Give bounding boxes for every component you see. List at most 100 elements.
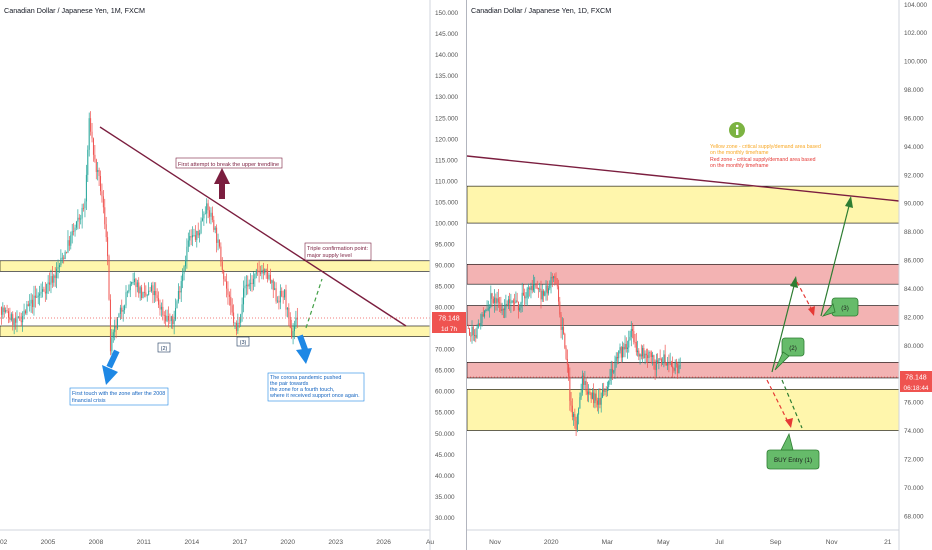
candle-body xyxy=(104,207,106,225)
left-x-axis[interactable]: 2002 2005 2008 2011 2014 2017 2020 2023 2026 Au xyxy=(0,539,434,546)
corona-text-1: The corona pandemic pushed xyxy=(270,375,341,381)
candle-body xyxy=(218,239,220,247)
triple-confirmation-annotation[interactable]: Triple confirmation point: major supply … xyxy=(304,242,372,261)
candle-body xyxy=(585,381,587,392)
candle-body xyxy=(638,350,640,357)
candle-body xyxy=(510,302,512,304)
right-y-axis[interactable]: 104.000 102.000 100.000 98.000 96.000 94.000 9… xyxy=(904,2,928,521)
candle-body xyxy=(166,315,168,322)
candle-body xyxy=(148,290,150,295)
candle-body xyxy=(633,330,635,342)
y-tick-label: 72.000 xyxy=(904,456,924,463)
candle-body xyxy=(204,213,206,215)
y-tick-label: 95.000 xyxy=(435,241,455,248)
candle-body xyxy=(41,289,43,292)
candle-body xyxy=(580,392,582,398)
candle-body xyxy=(119,307,121,314)
corona-annotation[interactable]: The corona pandemic pushed the pair towa… xyxy=(267,372,365,402)
candle-body xyxy=(2,307,4,315)
right-x-axis[interactable]: Nov 2020 Mar May Jul Sep Nov 21 xyxy=(489,539,892,546)
buy-entry-callout[interactable]: BUY Entry (1) xyxy=(766,432,820,470)
candle-body xyxy=(175,308,177,320)
candle-body xyxy=(39,293,41,296)
left-y-axis[interactable]: 150.000 145.000 140.000 135.000 130.000 125.0… xyxy=(435,10,459,522)
callout-three[interactable]: (3) xyxy=(821,297,859,317)
daily-chart-panel[interactable]: BUY Entry (1) (2) (3) Yellow zone - crit… xyxy=(467,0,932,550)
candle-body xyxy=(470,335,472,337)
candle-body xyxy=(519,307,521,311)
candle-body xyxy=(32,299,34,308)
candle-body xyxy=(272,280,274,290)
candle-body xyxy=(66,251,68,253)
candle-body xyxy=(565,347,567,359)
yellow-zone-0[interactable] xyxy=(467,185,900,224)
legend-red-1: Red zone - critical supply/demand area b… xyxy=(710,157,816,163)
descending-trendline[interactable] xyxy=(99,126,407,327)
candle-body xyxy=(277,300,279,302)
candle-body xyxy=(117,317,119,329)
first-touch-annotation[interactable]: First touch with the zone after the 2008… xyxy=(69,387,169,406)
candle-body xyxy=(489,306,491,309)
candle-body xyxy=(135,278,137,288)
candle-body xyxy=(44,291,46,294)
y-tick-label: 102.000 xyxy=(904,30,928,37)
candle-body xyxy=(536,287,538,289)
y-tick-label: 150.000 xyxy=(435,10,459,17)
candle-body xyxy=(146,294,148,296)
corona-text-4: where it received support once again. xyxy=(269,393,360,399)
candle-body xyxy=(12,314,14,325)
callout-two[interactable]: (2) xyxy=(774,337,805,371)
x-tick-label: 2020 xyxy=(544,539,559,546)
upper-break-text: First attempt to break the upper trendli… xyxy=(178,162,279,168)
monthly-chart-panel[interactable]: First attempt to break the upper trendli… xyxy=(0,0,466,550)
candle-body xyxy=(237,322,239,331)
upper-break-annotation[interactable]: First attempt to break the upper trendli… xyxy=(175,157,283,169)
label-3-box: (3) xyxy=(236,336,250,347)
candle-body xyxy=(193,235,195,236)
candle-body xyxy=(491,293,493,299)
candle-body xyxy=(278,300,280,303)
candle-body xyxy=(486,309,488,311)
right-trendline[interactable] xyxy=(467,155,900,202)
candle-body xyxy=(183,266,185,274)
y-tick-label: 80.000 xyxy=(904,343,924,350)
candle-body xyxy=(595,393,597,401)
candle-body xyxy=(512,300,514,303)
yellow-zone-0[interactable] xyxy=(0,260,431,272)
candle-body xyxy=(155,290,157,296)
left-zones xyxy=(0,260,431,337)
candle-body xyxy=(659,358,661,360)
candle-body xyxy=(217,239,219,243)
candle-body xyxy=(63,257,65,260)
candle-body xyxy=(281,290,283,297)
candle-body xyxy=(598,398,600,405)
candle-body xyxy=(629,336,631,340)
y-tick-label: 88.000 xyxy=(904,229,924,236)
y-tick-label: 94.000 xyxy=(904,144,924,151)
red-zone-1[interactable] xyxy=(467,263,900,285)
candle-body xyxy=(675,363,677,364)
candle-body xyxy=(36,296,38,298)
candle-body xyxy=(129,284,131,291)
candle-body xyxy=(108,256,110,300)
candle-body xyxy=(610,368,612,379)
candle-body xyxy=(652,355,654,358)
yellow-zone-4[interactable] xyxy=(467,389,900,431)
candle-body xyxy=(494,297,496,303)
red-zone-3[interactable] xyxy=(467,362,900,379)
x-tick-label: 21 xyxy=(884,539,892,546)
candle-body xyxy=(91,131,93,139)
candle-body xyxy=(506,303,508,306)
candle-body xyxy=(142,291,144,299)
y-tick-label: 145.000 xyxy=(435,31,459,38)
candle-body xyxy=(115,326,117,329)
yellow-zone-1[interactable] xyxy=(0,325,431,337)
candle-body xyxy=(165,315,167,322)
y-tick-label: 70.000 xyxy=(904,485,924,492)
y-tick-label: 90.000 xyxy=(435,263,455,270)
candle-body xyxy=(496,298,498,304)
candle-body xyxy=(285,289,287,310)
legend-yellow-1: Yellow zone - critical supply/demand are… xyxy=(710,144,821,150)
candle-body xyxy=(33,295,35,308)
candle-body xyxy=(78,217,80,220)
